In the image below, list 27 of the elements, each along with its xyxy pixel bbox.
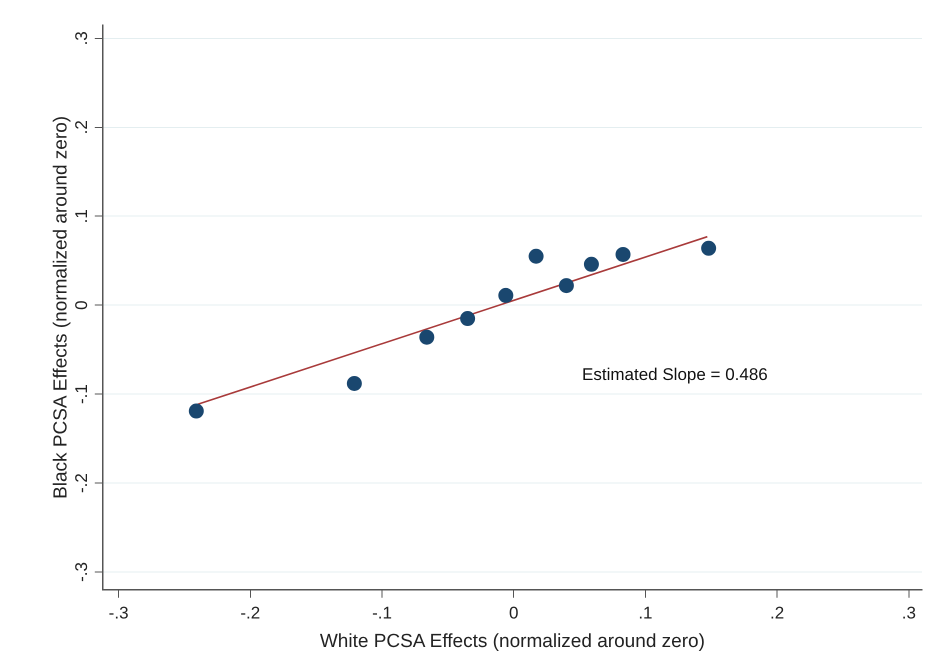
y-tick-label: .3 — [72, 31, 91, 46]
point — [616, 246, 631, 262]
y-tick-label: -.1 — [72, 384, 91, 404]
x-axis-title: White PCSA Effects (normalized around zero) — [320, 630, 705, 652]
point — [419, 330, 434, 345]
point — [460, 311, 476, 326]
point — [558, 278, 574, 294]
y-tick-label: -.3 — [72, 562, 91, 582]
x-tick-label: .2 — [770, 604, 784, 623]
point — [584, 256, 599, 272]
annotation: Estimated Slope = 0.486 — [582, 364, 768, 384]
point — [528, 248, 544, 264]
x-tick-label: .3 — [902, 604, 916, 623]
point — [346, 376, 362, 391]
y-tick-label: 0 — [72, 300, 91, 310]
x-tick-label: -.2 — [240, 604, 260, 623]
y-tick-label: .1 — [72, 209, 91, 224]
x-tick-label: 0 — [508, 604, 518, 623]
point — [701, 240, 716, 256]
point — [188, 404, 204, 419]
point — [498, 288, 514, 303]
x-tick-label: .1 — [638, 604, 653, 623]
y-tick-label: .2 — [72, 120, 91, 134]
x-tick-label: -.1 — [372, 604, 392, 623]
y-tick-label: -.2 — [72, 473, 91, 493]
y-axis-title: Black PCSA Effects (normalized around zero) — [50, 116, 72, 499]
x-tick-label: -.3 — [108, 604, 129, 623]
